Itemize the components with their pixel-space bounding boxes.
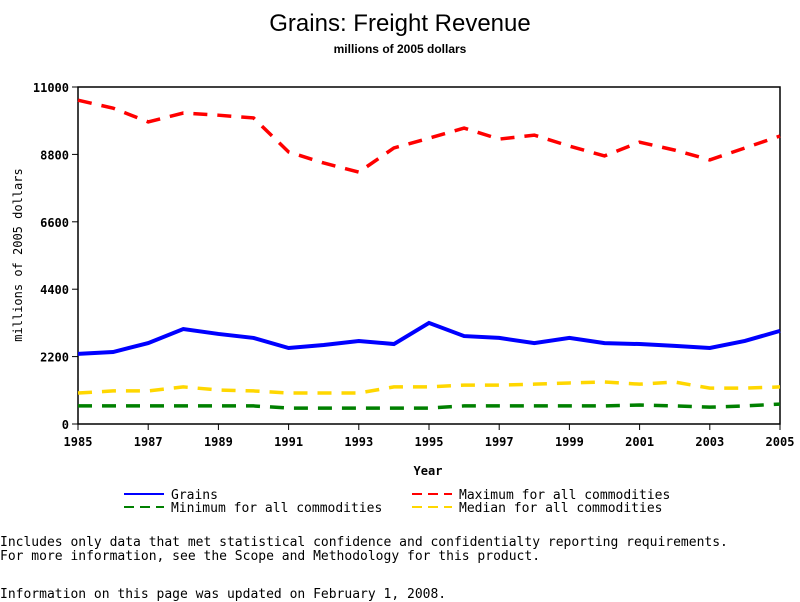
- x-axis-label: Year: [414, 464, 443, 478]
- y-tick-label: 0: [62, 418, 69, 432]
- x-tick-label: 2003: [695, 435, 724, 449]
- note-methodology: For more information, see the Scope and …: [0, 549, 541, 564]
- x-tick-label: 1999: [555, 435, 584, 449]
- series-line-maximum-for-all-commodities: [77, 98, 781, 175]
- x-tick-label: 2001: [625, 435, 654, 449]
- x-tick-label: 2005: [766, 435, 795, 449]
- note-updated: Information on this page was updated on …: [0, 587, 447, 602]
- series-line-grains: [77, 320, 781, 356]
- chart-subtitle: millions of 2005 dollars: [334, 42, 467, 56]
- x-tick-label: 1997: [485, 435, 514, 449]
- x-tick-label: 1985: [64, 435, 93, 449]
- legend-label: Grains: [171, 488, 218, 503]
- legend-label: Maximum for all commodities: [459, 488, 670, 503]
- note-confidence: Includes only data that met statistical …: [0, 535, 728, 550]
- y-tick-label: 2200: [40, 351, 69, 365]
- y-axis-label: millions of 2005 dollars: [11, 168, 25, 341]
- legend: Grains Maximum for all commodities Minimum…: [124, 488, 670, 516]
- x-tick-label: 1995: [415, 435, 444, 449]
- series-line-median-for-all-commodities: [77, 380, 781, 395]
- x-tick-label: 1989: [204, 435, 233, 449]
- y-tick-label: 8800: [40, 148, 69, 162]
- x-tick-label: 1987: [134, 435, 163, 449]
- legend-label: Median for all commodities: [459, 501, 663, 516]
- series-line-minimum-for-all-commodities: [78, 402, 781, 410]
- plot-frame: [77, 86, 781, 425]
- chart-title: Grains: Freight Revenue: [269, 10, 530, 37]
- x-tick-label: 1991: [274, 435, 303, 449]
- x-tick-label: 1993: [344, 435, 373, 449]
- y-tick-label: 11000: [33, 81, 69, 95]
- y-tick-label: 4400: [40, 283, 69, 297]
- y-tick-label: 6600: [40, 216, 69, 230]
- legend-label: Minimum for all commodities: [171, 501, 382, 516]
